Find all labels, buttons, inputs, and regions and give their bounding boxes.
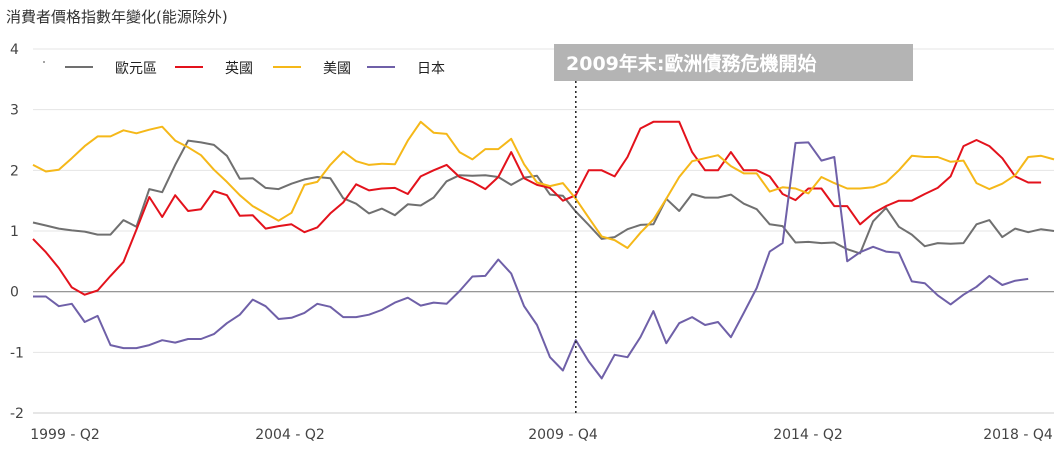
series-line-2 xyxy=(32,120,1042,296)
x-tick-label: 1999 - Q2 xyxy=(30,427,100,443)
legend-label-4: 日本 xyxy=(417,61,445,77)
x-tick-label: 2018 - Q4 xyxy=(983,427,1053,443)
x-tick-label: 2014 - Q2 xyxy=(773,427,843,443)
x-tick-label: 2004 - Q2 xyxy=(255,427,325,443)
annotation-box xyxy=(554,44,913,81)
legend-label-3: 美國 xyxy=(323,61,351,77)
y-tick-label: -1 xyxy=(10,345,24,361)
y-tick-label: 3 xyxy=(10,103,19,119)
annotation-text: 2009年末:歐洲債務危機開始 xyxy=(566,52,816,75)
series-line-4 xyxy=(33,141,1029,380)
y-tick-label: 4 xyxy=(10,42,19,58)
y-tick-label: 1 xyxy=(10,224,19,240)
legend-dot xyxy=(43,61,45,63)
x-tick-label: 2009 - Q4 xyxy=(528,427,598,443)
y-tick-label: 0 xyxy=(10,285,19,301)
series-line-1 xyxy=(32,139,1055,255)
series-line-3 xyxy=(32,120,1055,249)
y-tick-label: 2 xyxy=(10,163,19,179)
chart-title: 消費者價格指數年變化(能源除外) xyxy=(6,8,228,26)
legend-label-1: 歐元區 xyxy=(115,61,157,77)
legend-label-2: 英國 xyxy=(225,60,253,77)
y-tick-label: -2 xyxy=(10,406,24,422)
